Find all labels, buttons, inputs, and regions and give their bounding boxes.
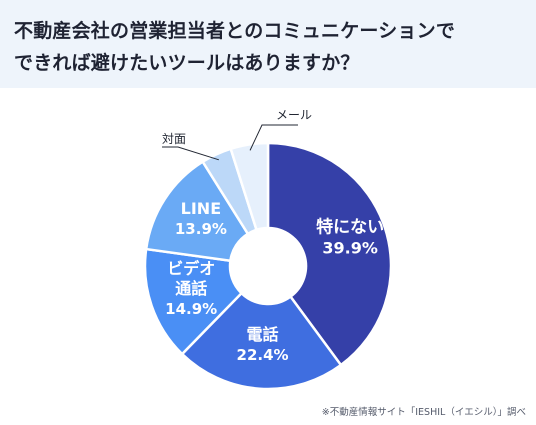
slice-label-特にない: 特にない [316,216,384,237]
title-banner: 不動産会社の営業担当者とのコミュニケーションで できれば避けたいツールはあります… [0,0,536,88]
slice-label-ビデオ通話-1: ビデオ [167,259,215,278]
slice-label-LINE: LINE [181,199,221,218]
slice-電話 [180,291,343,391]
slice-ビデオ通話 [143,247,244,356]
slice-メール [229,141,270,232]
slice-value-特にない: 39.9% [322,239,378,258]
slice-value-電話: 22.4% [237,346,289,364]
leader-line-対面 [162,146,219,161]
slice-label-メール: メール [276,108,312,122]
slice-label-対面: 対面 [162,132,186,146]
slice-label-ビデオ通話-2: 通話 [175,279,207,298]
slice-label-電話: 電話 [247,325,279,344]
slice-value-ビデオ通話: 14.9% [165,300,217,318]
slice-特にない [266,141,393,367]
chart-title-line-1: 不動産会社の営業担当者とのコミュニケーションで [14,20,456,42]
slice-value-LINE: 13.9% [175,220,227,238]
chart-title-line-2: できれば避けたいツールはありますか？ [14,52,360,74]
leader-line-メール [249,124,298,151]
source-note: ※不動産情報サイト「IESHIL（イエシル）」調べ [321,407,526,418]
slice-LINE [144,160,250,263]
